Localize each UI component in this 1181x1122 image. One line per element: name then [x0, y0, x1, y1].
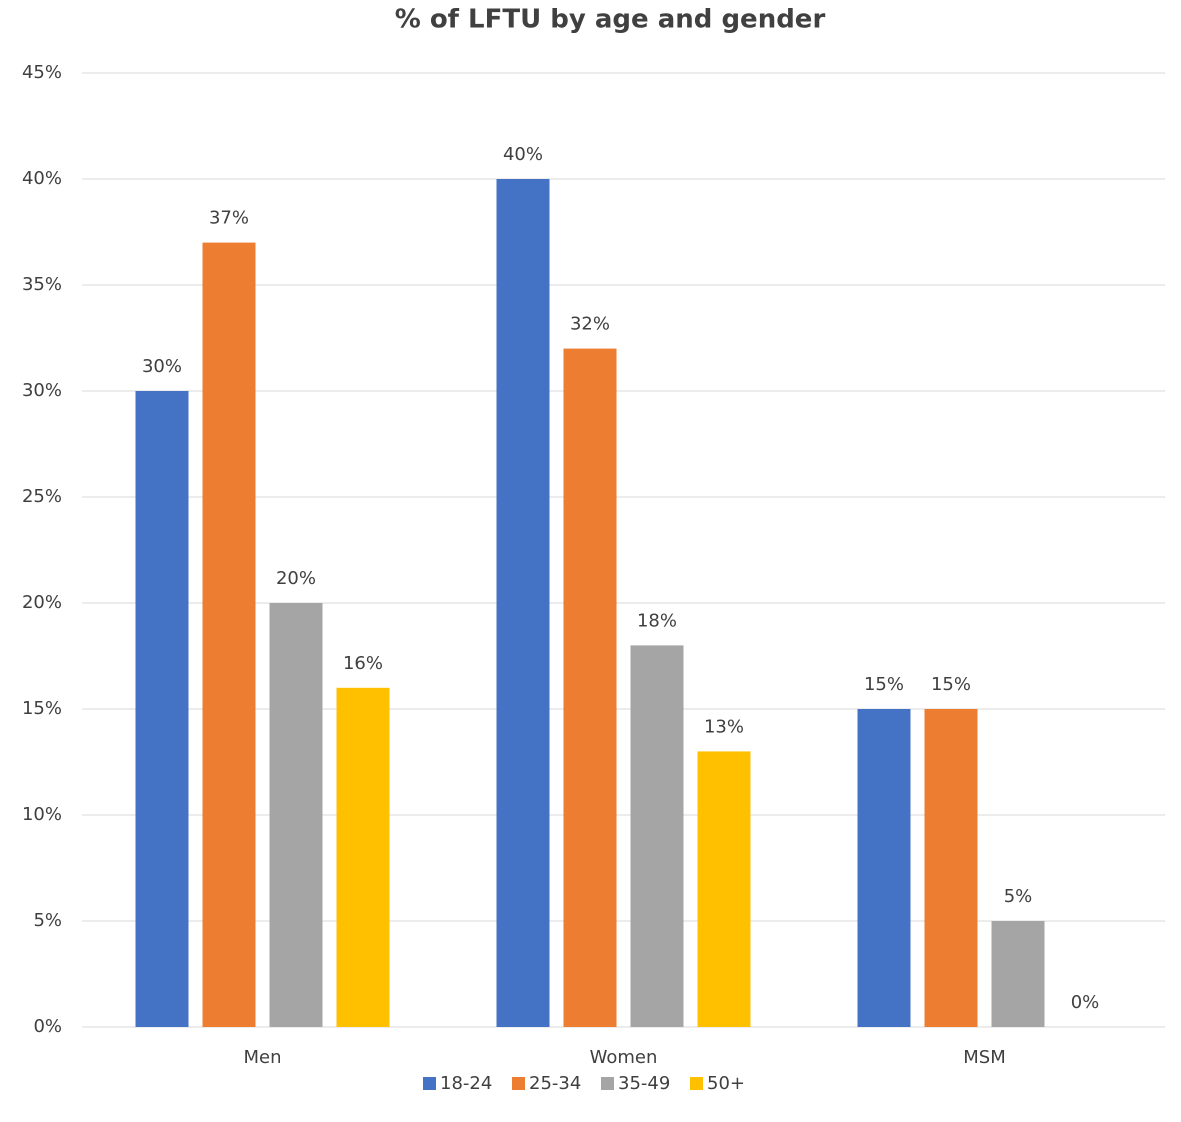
- legend-swatch: [423, 1077, 436, 1090]
- x-tick-label: MSM: [963, 1047, 1006, 1068]
- x-tick-label: Women: [590, 1047, 658, 1068]
- bar: [202, 242, 256, 1028]
- bar: [336, 687, 390, 1027]
- y-tick-label: 5%: [33, 910, 62, 931]
- data-label: 15%: [931, 674, 971, 695]
- y-tick-label: 35%: [22, 274, 62, 295]
- data-label: 16%: [343, 653, 383, 674]
- bar: [924, 709, 978, 1027]
- bar: [857, 709, 911, 1027]
- y-tick-label: 45%: [22, 62, 62, 83]
- data-label: 0%: [1071, 992, 1100, 1013]
- data-label: 18%: [637, 610, 677, 631]
- y-tick-label: 10%: [22, 804, 62, 825]
- y-tick-label: 15%: [22, 698, 62, 719]
- bar: [135, 391, 189, 1027]
- bar: [496, 179, 550, 1027]
- bar: [630, 645, 684, 1027]
- legend-swatch: [601, 1077, 614, 1090]
- data-label: 5%: [1004, 886, 1033, 907]
- data-label: 30%: [142, 356, 182, 377]
- legend-label: 35-49: [618, 1073, 670, 1094]
- data-label: 13%: [704, 716, 744, 737]
- bar: [563, 348, 617, 1028]
- legend-swatch: [690, 1077, 703, 1090]
- data-label: 40%: [503, 144, 543, 165]
- y-tick-label: 20%: [22, 592, 62, 613]
- y-tick-label: 30%: [22, 380, 62, 401]
- legend-label: 18-24: [440, 1073, 492, 1094]
- bar: [991, 921, 1045, 1027]
- legend-swatch: [512, 1077, 525, 1090]
- legend-label: 50+: [707, 1073, 745, 1094]
- data-label: 37%: [209, 208, 249, 229]
- data-label: 15%: [864, 674, 904, 695]
- bar: [269, 603, 323, 1027]
- chart-title: % of LFTU by age and gender: [395, 5, 826, 35]
- legend-label: 25-34: [529, 1073, 581, 1094]
- data-label: 20%: [276, 568, 316, 589]
- data-label: 32%: [570, 314, 610, 335]
- y-tick-label: 25%: [22, 486, 62, 507]
- y-tick-label: 0%: [33, 1016, 62, 1037]
- x-tick-label: Men: [243, 1047, 281, 1068]
- bar: [697, 751, 751, 1027]
- y-tick-label: 40%: [22, 168, 62, 189]
